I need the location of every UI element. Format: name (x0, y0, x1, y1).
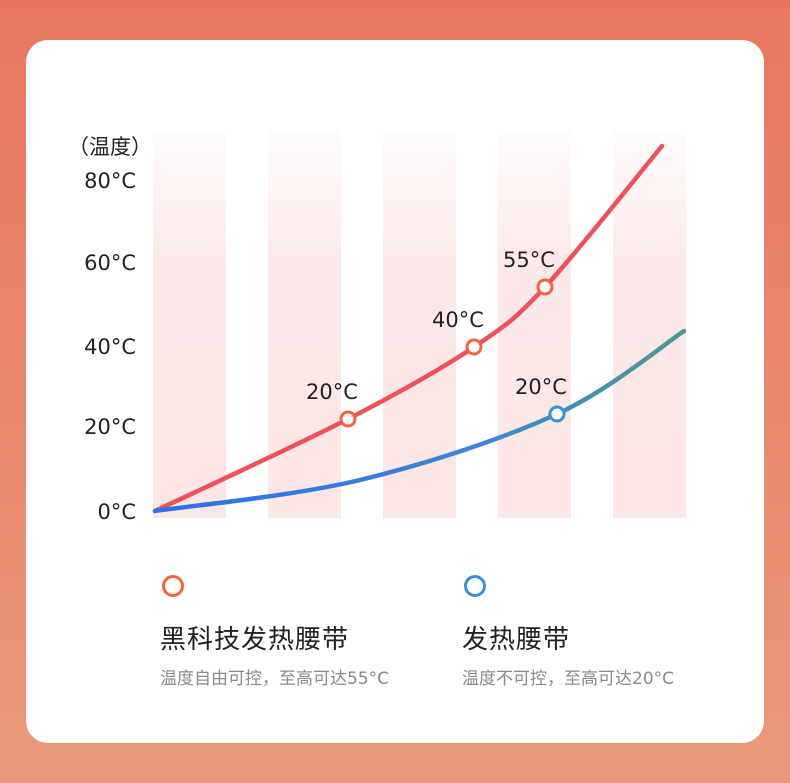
grid-band (153, 130, 226, 518)
y-tick-label: 0°C (97, 500, 136, 524)
y-tick-label: 80°C (84, 169, 136, 193)
series-line-blackboard-belt (152, 143, 665, 514)
y-axis-label: （温度） (68, 135, 152, 159)
legend-description: 温度自由可控，至高可达55°C (160, 669, 390, 689)
series-line-heating-belt (152, 328, 687, 514)
legend-item-heating-belt: 发热腰带 温度不可控，至高可达20°C (462, 575, 762, 689)
grid-band (383, 130, 456, 518)
data-point-marker (548, 405, 566, 423)
data-label: 20°C (306, 380, 358, 404)
data-label: 20°C (515, 375, 567, 399)
data-point-marker (339, 410, 357, 428)
legend-item-blackboard-belt: 黑科技发热腰带 温度自由可控，至高可达55°C (160, 575, 460, 689)
grid-band (268, 130, 341, 518)
legend-marker-orange (162, 575, 184, 597)
data-label: 40°C (432, 308, 484, 332)
y-tick-label: 40°C (84, 335, 136, 359)
data-label: 55°C (503, 248, 555, 272)
y-tick-label: 60°C (84, 251, 136, 275)
data-point-marker (465, 338, 483, 356)
grid-band (613, 130, 686, 518)
legend-title: 发热腰带 (462, 625, 571, 655)
legend-marker-blue (464, 575, 486, 597)
legend-title: 黑科技发热腰带 (160, 625, 350, 655)
data-point-marker (536, 278, 554, 296)
legend-description: 温度不可控，至高可达20°C (462, 669, 675, 689)
y-tick-label: 20°C (84, 415, 136, 439)
